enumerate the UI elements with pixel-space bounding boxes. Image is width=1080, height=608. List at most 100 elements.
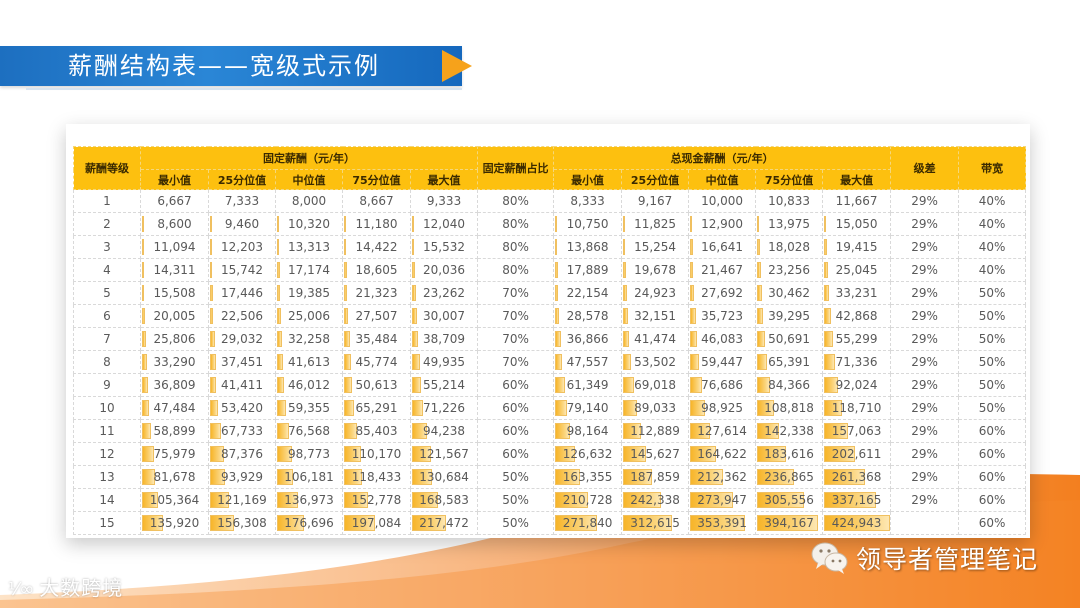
cell-value: 136,973: [284, 493, 334, 507]
cell-value: 12,040: [423, 217, 466, 231]
header-total-min: 最小值: [553, 169, 623, 190]
cell-bandwidth: 40%: [958, 212, 1027, 236]
cell-value: 60%: [978, 493, 1006, 507]
cell-value: 29%: [911, 309, 938, 323]
cell-total-2: 212,362: [688, 465, 757, 489]
data-bar: [344, 469, 362, 485]
data-bar: [142, 515, 163, 531]
cell-value: 106,181: [284, 470, 334, 484]
data-bar: [623, 285, 628, 301]
cell-fixed-0: 47,484: [140, 396, 209, 420]
data-bar: [555, 377, 566, 393]
cell-bandwidth: 50%: [958, 304, 1027, 328]
cell-grade-diff: 29%: [890, 396, 960, 420]
cell-value: 80%: [502, 263, 529, 277]
cell-fixed-3: 8,667: [342, 189, 411, 213]
cell-value: 8,600: [157, 217, 192, 231]
cell-total-0: 61,349: [553, 373, 623, 397]
cell-value: 42,868: [835, 309, 878, 323]
cell-value: 41,474: [634, 332, 677, 346]
cell-fixed-3: 45,774: [342, 350, 411, 374]
cell-fixed-3: 18,605: [342, 258, 411, 282]
data-bar: [277, 515, 304, 531]
cell-grade-diff: 29%: [890, 419, 960, 443]
cell-total-1: 19,678: [621, 258, 690, 282]
cell-total-2: 76,686: [688, 373, 757, 397]
cell-grade-diff: [890, 511, 960, 535]
cell-value: 9,333: [426, 194, 462, 208]
data-bar: [824, 515, 891, 531]
header-grade-diff: 级差: [890, 146, 960, 190]
cell-fixed-2: 76,568: [275, 419, 343, 443]
cell-total-0: 210,728: [553, 488, 623, 512]
cell-grade-diff: 29%: [890, 304, 960, 328]
cell-value: 19,385: [288, 286, 330, 300]
data-bar: [757, 377, 771, 393]
data-bar: [210, 239, 212, 255]
cell-total-0: 13,868: [553, 235, 623, 259]
cell-value: 1: [103, 194, 111, 208]
cell-fixed-0: 105,364: [140, 488, 209, 512]
cell-total-3: 394,167: [755, 511, 824, 535]
table-row: 14 105,364 121,169 136,973 152,778 168,583 50%…: [73, 488, 1027, 512]
cell-value: 29%: [911, 194, 938, 208]
cell-value: 70%: [502, 332, 529, 346]
cell-value: 202,611: [831, 447, 882, 461]
cell-total-4: 202,611: [822, 442, 892, 466]
title-underline: [26, 88, 462, 90]
cell-value: 24,923: [634, 286, 677, 300]
cell-fixed-ratio: 70%: [477, 350, 555, 374]
cell-grade: 8: [73, 350, 141, 374]
cell-fixed-4: 9,333: [409, 189, 479, 213]
cell-fixed-1: 37,451: [208, 350, 276, 374]
data-bar: [277, 216, 279, 232]
data-bar: [142, 446, 154, 462]
cell-fixed-3: 65,291: [342, 396, 411, 420]
cell-total-1: 32,151: [621, 304, 690, 328]
data-bar: [555, 492, 589, 508]
data-bar: [623, 331, 630, 347]
cell-total-3: 30,462: [755, 281, 824, 305]
data-bar: [277, 239, 279, 255]
cell-value: 126,632: [562, 447, 613, 461]
cell-total-4: 261,368: [822, 465, 892, 489]
cell-value: 50%: [978, 332, 1006, 346]
data-bar: [623, 446, 647, 462]
data-bar: [555, 216, 558, 232]
cell-value: 32,258: [288, 332, 330, 346]
cell-total-2: 16,641: [688, 235, 757, 259]
cell-total-2: 10,000: [688, 189, 757, 213]
cell-fixed-0: 36,809: [140, 373, 209, 397]
watermark-right: 领导者管理笔记: [810, 540, 1038, 576]
cell-value: 13,975: [768, 217, 811, 231]
cell-value: 337,165: [831, 493, 882, 507]
cell-fixed-4: 30,007: [409, 304, 479, 328]
data-bar: [824, 469, 866, 485]
cell-fixed-2: 46,012: [275, 373, 343, 397]
cell-value: 47,557: [566, 355, 609, 369]
cell-grade: 10: [73, 396, 141, 420]
header-total-p75: 75分位值: [755, 169, 824, 190]
data-bar: [142, 354, 147, 370]
cell-value: 46,012: [288, 378, 330, 392]
table-row: 15 135,920 156,308 176,696 197,084 217,472 50%…: [73, 511, 1027, 535]
cell-value: 20,005: [153, 309, 196, 323]
data-bar: [344, 377, 352, 393]
header-grade: 薪酬等级: [73, 146, 141, 190]
data-bar: [757, 446, 787, 462]
cell-fixed-0: 15,508: [140, 281, 209, 305]
cell-bandwidth: 40%: [958, 189, 1027, 213]
cell-value: 121,567: [419, 447, 469, 461]
cell-total-0: 271,840: [553, 511, 623, 535]
data-bar: [344, 354, 351, 370]
cell-fixed-2: 32,258: [275, 327, 343, 351]
cell-value: 108,818: [764, 401, 814, 415]
cell-grade: 12: [73, 442, 141, 466]
cell-fixed-0: 25,806: [140, 327, 209, 351]
cell-value: 164,622: [697, 447, 747, 461]
data-bar: [824, 446, 856, 462]
cell-value: 47,484: [153, 401, 196, 415]
cell-grade-diff: 29%: [890, 488, 960, 512]
watermark-left: ⅟∞ 大数跨境: [8, 572, 123, 601]
cell-value: 50%: [978, 378, 1006, 392]
